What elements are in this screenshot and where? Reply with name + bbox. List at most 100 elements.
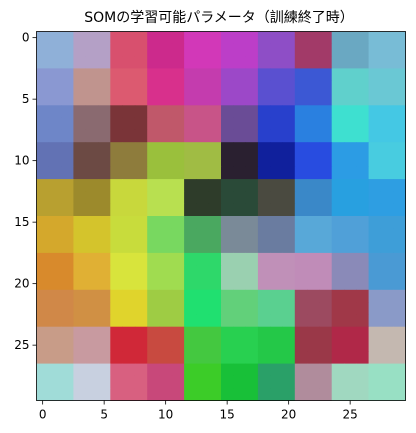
heatmap-cell: [73, 375, 87, 389]
heatmap-cell: [331, 289, 345, 303]
heatmap-cell: [208, 56, 222, 69]
heatmap-cell: [344, 142, 357, 155]
heatmap-cell: [393, 289, 406, 303]
heatmap-cell: [368, 166, 382, 180]
heatmap-cell: [98, 93, 111, 106]
heatmap-cell: [134, 252, 148, 266]
heatmap-cell: [159, 228, 173, 241]
heatmap-cell: [36, 302, 50, 315]
heatmap-cell: [380, 265, 394, 278]
heatmap-cell: [294, 93, 308, 106]
heatmap-cell: [110, 117, 123, 131]
heatmap-cell: [184, 228, 197, 241]
heatmap-cell: [110, 289, 123, 303]
heatmap-cell: [233, 166, 246, 180]
heatmap-cell: [233, 129, 246, 143]
heatmap-cell: [331, 265, 345, 278]
heatmap-cell: [98, 105, 111, 118]
heatmap-cell: [294, 363, 308, 377]
heatmap-cell: [221, 43, 234, 57]
heatmap-cell: [61, 326, 74, 340]
heatmap-cell: [257, 326, 271, 340]
heatmap-cell: [319, 302, 333, 315]
heatmap-cell: [270, 191, 283, 205]
heatmap-cell: [270, 43, 283, 57]
heatmap-cell: [294, 179, 308, 192]
heatmap-cell: [221, 326, 234, 340]
heatmap-cell: [85, 351, 99, 364]
heatmap-cell: [380, 351, 394, 364]
heatmap-cell: [196, 93, 210, 106]
heatmap-cell: [36, 203, 50, 217]
heatmap-cell: [380, 228, 394, 241]
heatmap-cell: [147, 93, 160, 106]
heatmap-cell: [184, 93, 197, 106]
x-tick-label: 5: [100, 408, 108, 422]
heatmap-cell: [208, 31, 222, 45]
heatmap-cell: [36, 252, 50, 266]
heatmap-cell: [221, 129, 234, 143]
heatmap-cell: [171, 228, 185, 241]
heatmap-cell: [85, 314, 99, 328]
heatmap-cell: [393, 339, 406, 352]
heatmap-cell: [147, 191, 160, 205]
heatmap-cell: [368, 363, 382, 377]
heatmap-cell: [282, 80, 296, 94]
heatmap-cell: [344, 203, 357, 217]
heatmap-cell: [319, 216, 333, 229]
heatmap-cell: [147, 142, 160, 155]
heatmap-cell: [270, 388, 283, 401]
heatmap-cell: [245, 302, 259, 315]
heatmap-cell: [159, 302, 173, 315]
heatmap-cell: [98, 339, 111, 352]
heatmap-cell: [331, 203, 345, 217]
heatmap-cell: [61, 80, 74, 94]
heatmap-cell: [257, 31, 271, 45]
heatmap-cell: [98, 277, 111, 291]
heatmap-cell: [233, 142, 246, 155]
heatmap-cell: [393, 351, 406, 364]
heatmap-cell: [196, 179, 210, 192]
heatmap-cell: [73, 240, 87, 254]
x-tick-label: 15: [220, 408, 235, 422]
heatmap-cell: [171, 93, 185, 106]
heatmap-cell: [134, 117, 148, 131]
heatmap-cell: [61, 240, 74, 254]
heatmap-cell: [307, 105, 320, 118]
heatmap-cell: [282, 93, 296, 106]
heatmap-cell: [331, 240, 345, 254]
heatmap-cell: [122, 105, 136, 118]
heatmap-cell: [393, 68, 406, 82]
heatmap-cell: [98, 31, 111, 45]
heatmap-cell: [233, 326, 246, 340]
heatmap-cell: [368, 142, 382, 155]
heatmap-cell: [294, 240, 308, 254]
heatmap-cell: [110, 228, 123, 241]
heatmap-cell: [368, 228, 382, 241]
heatmap-cell: [344, 351, 357, 364]
heatmap-cell: [73, 166, 87, 180]
heatmap-cell: [171, 80, 185, 94]
heatmap-cell: [294, 31, 308, 45]
heatmap-cell: [270, 265, 283, 278]
heatmap-cell: [294, 339, 308, 352]
heatmap-cell: [73, 68, 87, 82]
heatmap-cell: [171, 375, 185, 389]
heatmap-cell: [48, 252, 62, 266]
heatmap-cell: [208, 68, 222, 82]
heatmap-cell: [393, 265, 406, 278]
heatmap-cell: [356, 93, 369, 106]
heatmap-cell: [196, 240, 210, 254]
heatmap-cell: [196, 339, 210, 352]
heatmap-cell: [36, 129, 50, 143]
heatmap-cell: [380, 302, 394, 315]
heatmap-cell: [171, 105, 185, 118]
heatmap-cell: [368, 105, 382, 118]
heatmap-cell: [36, 240, 50, 254]
heatmap-cell: [48, 363, 62, 377]
heatmap-cell: [61, 351, 74, 364]
heatmap-cell: [208, 277, 222, 291]
heatmap-cell: [61, 265, 74, 278]
heatmap-cell: [331, 314, 345, 328]
heatmap-cell: [356, 252, 369, 266]
